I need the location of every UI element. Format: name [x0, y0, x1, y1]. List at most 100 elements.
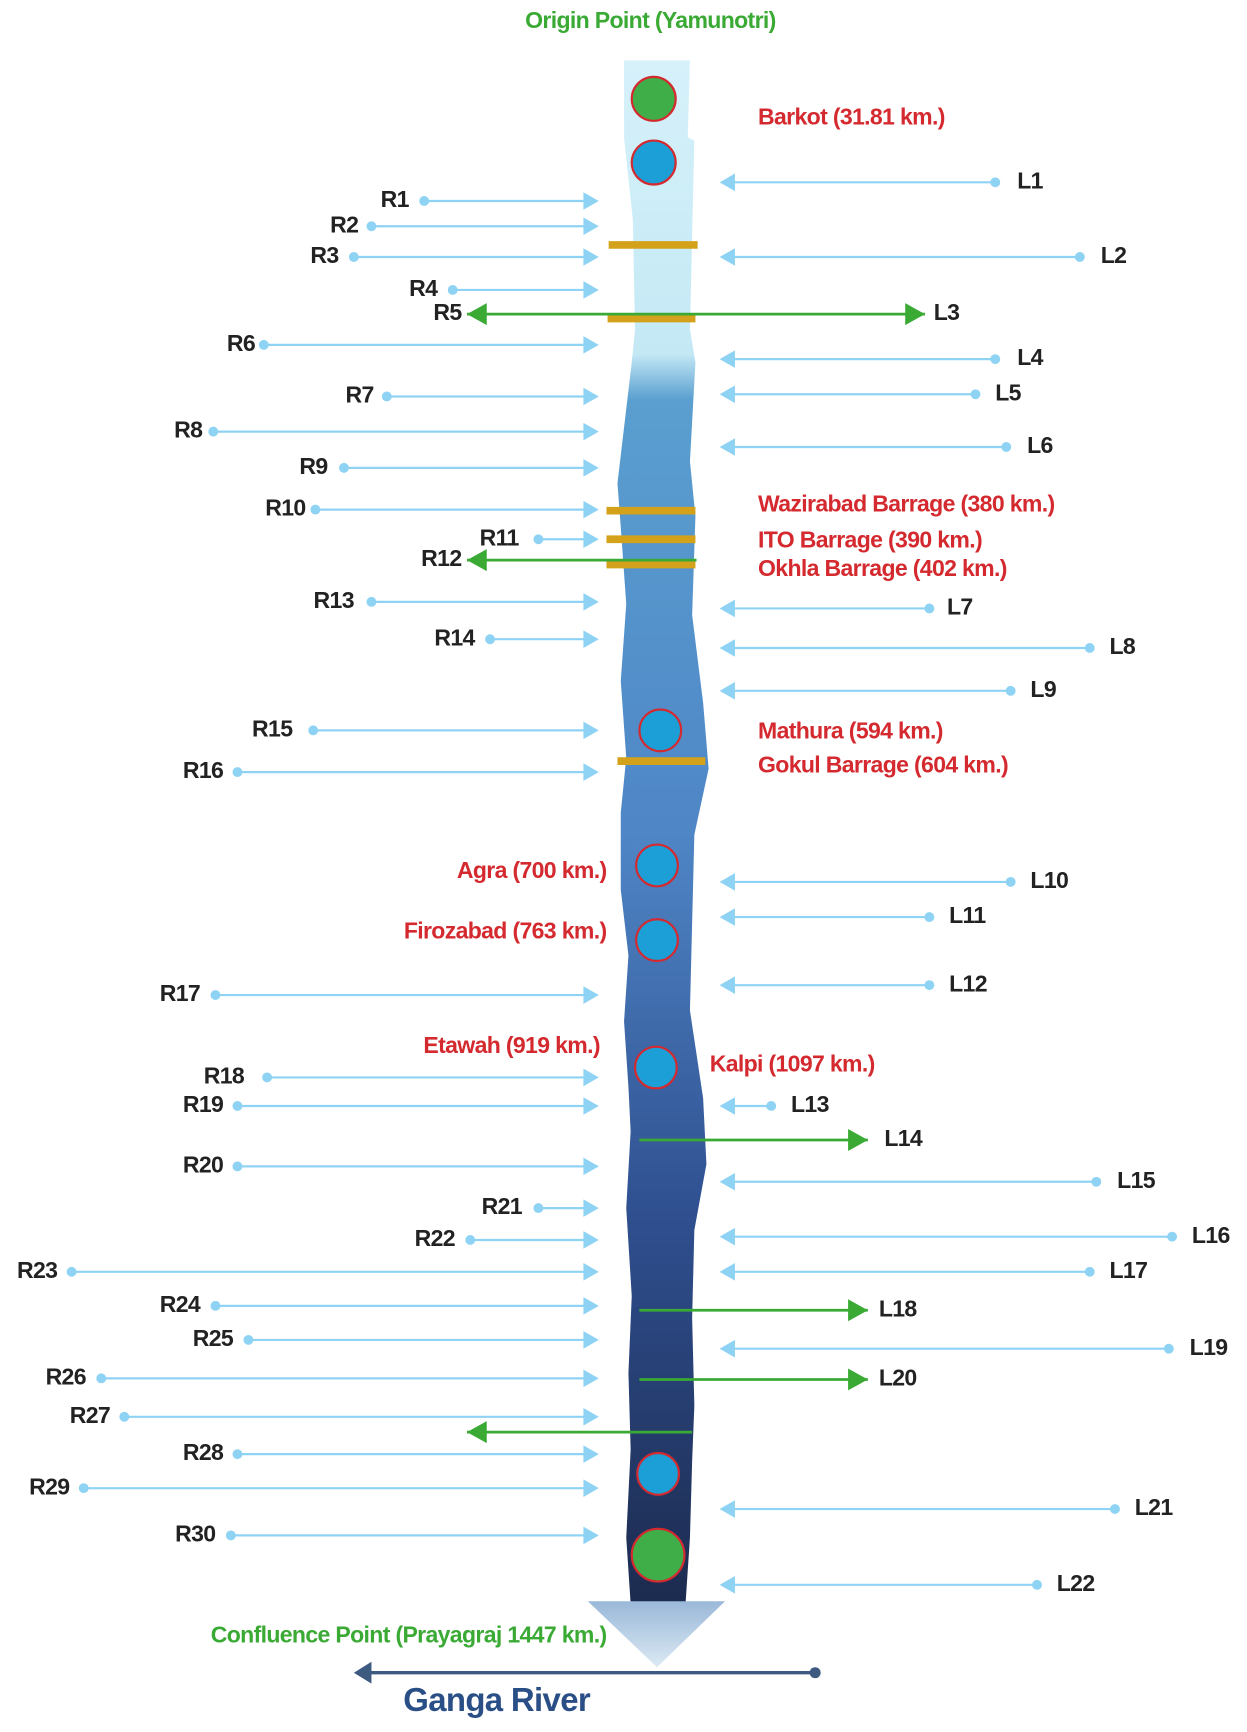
tributary-dot: [1084, 643, 1095, 653]
outflow-arrowhead: [848, 1299, 868, 1322]
tributary-dot: [96, 1373, 107, 1384]
tributary-dot: [1110, 1504, 1120, 1514]
tributary-label: L16: [1192, 1222, 1230, 1248]
ganga-dot: [809, 1667, 821, 1679]
tributary-label: L20: [879, 1365, 917, 1391]
tributary-label: R8: [174, 417, 203, 443]
tributary-dot: [210, 990, 221, 1000]
tributary-dot: [210, 1300, 221, 1311]
tributary-label: L5: [995, 379, 1021, 405]
outflow-arrowhead: [466, 549, 487, 572]
tributary-label: R30: [175, 1521, 215, 1547]
tributary-arrowhead: [719, 1097, 735, 1115]
tributary-dot: [339, 462, 349, 473]
place-label: Gokul Barrage (604 km.): [758, 752, 1008, 778]
place-label: Kalpi (1097 km.): [710, 1050, 875, 1076]
tributary-dot: [232, 1449, 243, 1460]
tributary-arrowhead: [719, 908, 735, 926]
tributary-dot: [465, 1235, 476, 1245]
tributary-dot: [119, 1411, 130, 1422]
tributary-label: R20: [183, 1151, 223, 1177]
tributary-label: R5: [433, 299, 462, 325]
tributary-dot: [348, 252, 359, 262]
tributary-label: R25: [193, 1325, 234, 1351]
tributary-arrowhead: [583, 500, 599, 519]
tributary-label: R22: [415, 1225, 455, 1251]
tributary-arrowhead: [583, 1331, 599, 1349]
tributary-dot: [1005, 876, 1016, 887]
tributary-dot: [308, 725, 319, 736]
tributary-dot: [533, 1203, 544, 1214]
tributary-dot: [970, 389, 981, 400]
ganga-label: Ganga River: [403, 1681, 591, 1718]
confluence-triangle: [587, 1601, 726, 1668]
tributary-dot: [990, 354, 1001, 365]
tributary-dot: [381, 391, 392, 402]
tributary-arrowhead: [583, 530, 599, 549]
tributary-dot: [1167, 1231, 1178, 1242]
tributary-arrowhead: [583, 1231, 599, 1249]
tributary-arrowhead: [719, 639, 735, 657]
tributary-dot: [243, 1334, 254, 1345]
tributary-label: L1: [1017, 167, 1043, 193]
tributary-arrowhead: [583, 1445, 599, 1463]
tributary-arrowhead: [583, 1068, 599, 1087]
tributary-label: R15: [252, 715, 293, 741]
tributary-arrowhead: [583, 593, 599, 611]
ganga-arrowhead: [353, 1661, 372, 1684]
tributary-label: L10: [1030, 867, 1068, 893]
tributary-label: R13: [314, 587, 354, 613]
tributary-label: L11: [949, 902, 986, 928]
tributary-dot: [78, 1483, 89, 1494]
tributary-label: R28: [183, 1439, 224, 1465]
tributary-dot: [208, 426, 219, 437]
tributary-dot: [232, 1101, 243, 1111]
tributary-label: L12: [949, 970, 987, 996]
tributary-dot: [1091, 1176, 1102, 1187]
tributary-arrowhead: [583, 422, 599, 441]
tributary-label: R6: [227, 330, 255, 356]
place-label: Okhla Barrage (402 km.): [758, 555, 1007, 581]
tributary-arrowhead: [583, 1479, 599, 1497]
tributary-label: R11: [480, 524, 520, 550]
tributary-arrowhead: [719, 1263, 735, 1281]
tributary-arrowhead: [719, 385, 735, 404]
tributary-arrowhead: [583, 1157, 599, 1176]
place-label: Agra (700 km.): [457, 857, 607, 883]
tributary-label: R16: [183, 757, 223, 783]
tributary-label: L6: [1027, 432, 1053, 458]
tributary-label: R24: [160, 1291, 201, 1317]
tributary-arrowhead: [719, 438, 735, 456]
tributary-label: R23: [17, 1257, 57, 1283]
tributary-arrowhead: [719, 173, 735, 192]
tributary-dot: [419, 196, 430, 206]
tributary-dot: [1005, 685, 1016, 696]
tributary-label: R12: [421, 545, 461, 571]
tributary-dot: [258, 339, 269, 350]
tributary-label: L22: [1057, 1570, 1095, 1596]
tributary-dot: [924, 980, 935, 991]
station: [635, 843, 679, 888]
tributary-arrowhead: [583, 1408, 599, 1426]
tributary-arrowhead: [719, 599, 735, 618]
station: [630, 75, 677, 122]
tributary-arrowhead: [719, 1500, 735, 1518]
tributary-label: R9: [299, 453, 327, 479]
tributary-arrowhead: [583, 387, 599, 406]
tributary-arrowhead: [583, 336, 599, 354]
tributary-dot: [924, 912, 935, 923]
tributary-label: R27: [70, 1402, 110, 1428]
tributary-dot: [1032, 1579, 1042, 1590]
tributary-label: L9: [1030, 676, 1056, 702]
tributary-label: L15: [1117, 1167, 1156, 1193]
tributary-arrowhead: [583, 763, 599, 781]
tributary-arrowhead: [719, 350, 735, 368]
tributary-dot: [1163, 1343, 1174, 1354]
tributary-label: L7: [947, 594, 973, 620]
tributary-label: R10: [265, 495, 305, 521]
tributary-arrowhead: [719, 1576, 735, 1594]
tributary-label: R2: [330, 211, 358, 237]
station: [630, 1527, 686, 1583]
tributary-label: L18: [879, 1295, 918, 1321]
